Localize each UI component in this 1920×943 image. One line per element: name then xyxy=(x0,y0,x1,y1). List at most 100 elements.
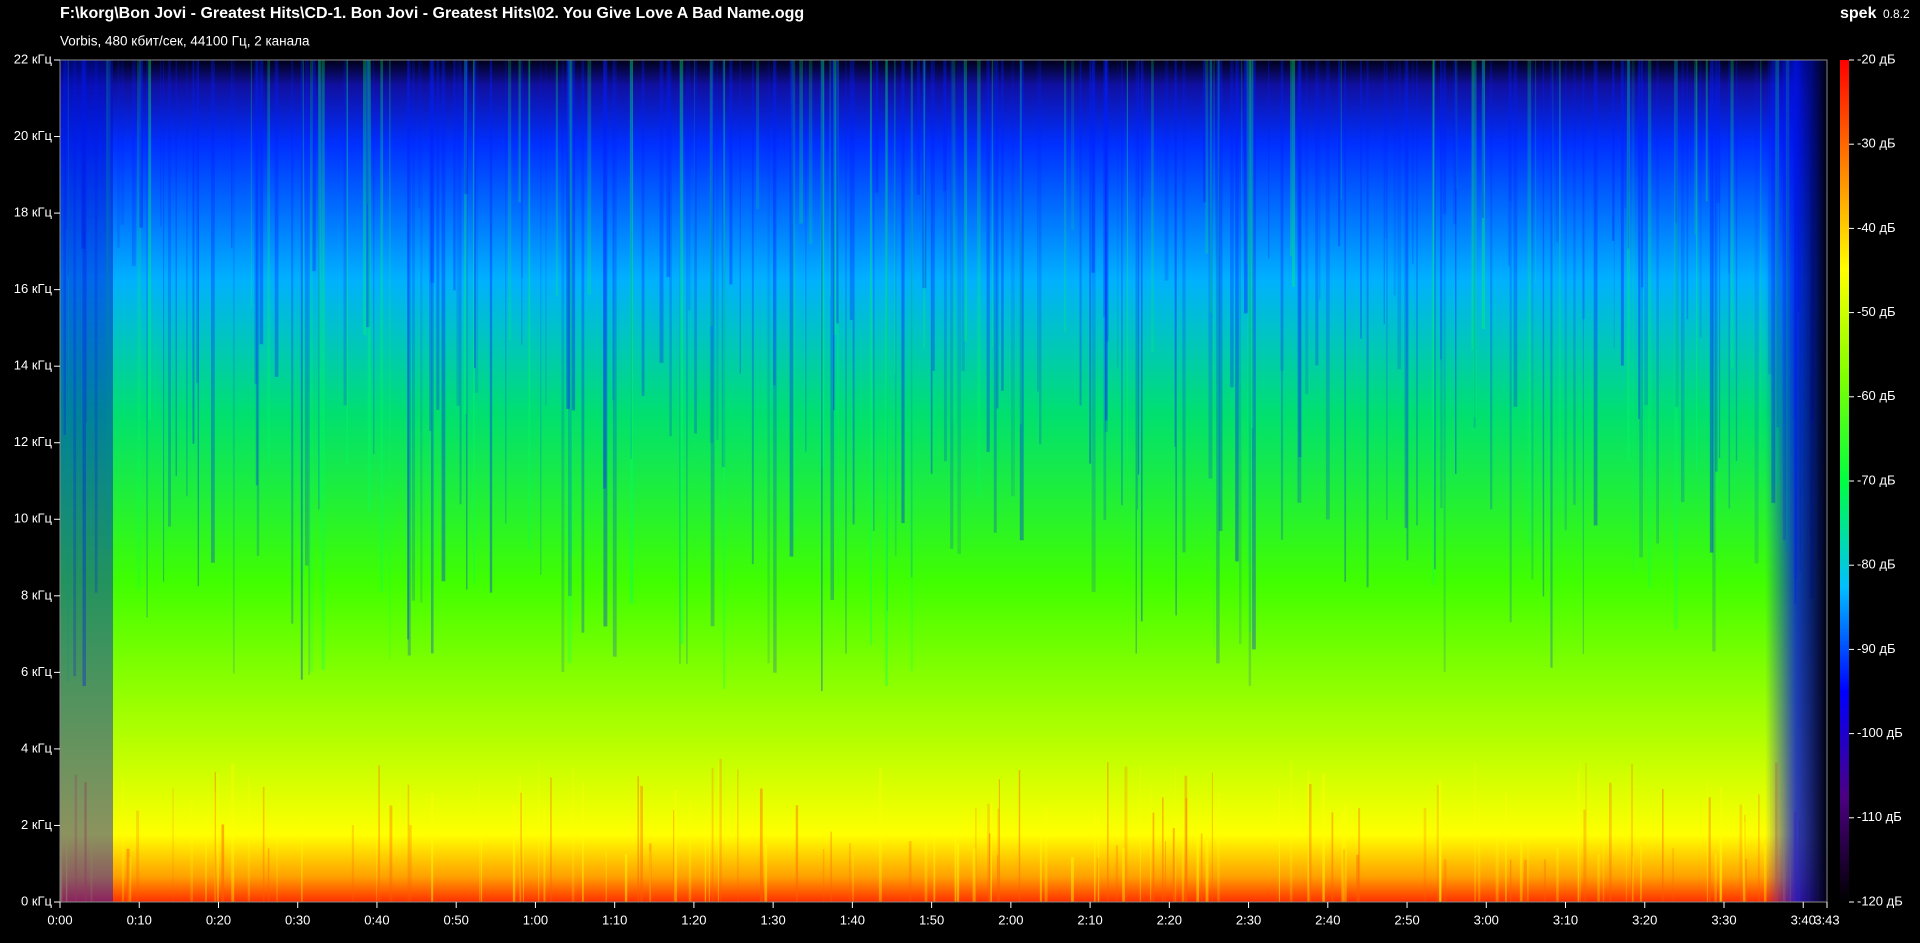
spectrogram-stripe xyxy=(1121,60,1123,506)
spectrogram-stripe xyxy=(830,831,832,902)
spectrogram-stripe xyxy=(473,60,475,585)
spectrogram-stripe xyxy=(1680,60,1685,503)
spectrogram-stripe xyxy=(1714,60,1718,472)
spectrogram-stripe xyxy=(1162,797,1164,902)
colorbar-label: -50 дБ xyxy=(1857,304,1896,319)
spectrogram-stripe xyxy=(885,60,888,686)
spectrogram-stripe xyxy=(997,808,1000,902)
spectrogram-stripe xyxy=(301,816,303,902)
spectrogram-stripe xyxy=(1137,60,1139,510)
spectrogram xyxy=(59,59,1828,903)
spectrogram-stripe xyxy=(901,60,905,524)
spectrogram-stripe xyxy=(852,853,854,902)
spectrogram-stripe xyxy=(1439,60,1442,360)
spectrogram-stripe xyxy=(1719,787,1723,902)
spectrogram-stripe xyxy=(759,788,763,902)
spectrogram-stripe xyxy=(128,856,132,902)
spectrogram-stripe xyxy=(73,60,77,677)
spectrogram-stripe xyxy=(1708,797,1711,902)
spectrogram-stripe xyxy=(1243,60,1248,314)
spectrogram-stripe xyxy=(1039,835,1042,902)
spectrogram-stripe xyxy=(791,60,796,538)
spectrogram-stripe xyxy=(1280,60,1284,540)
y-tick-label: 4 кГц xyxy=(21,740,53,755)
spectrogram-stripe xyxy=(822,849,825,902)
spectrogram-stripe xyxy=(1716,60,1721,203)
spectrogram-stripe xyxy=(508,60,512,341)
spectrogram-stripe xyxy=(1104,60,1108,421)
spectrogram-stripe xyxy=(808,60,813,245)
spectrogram-stripe xyxy=(1174,766,1177,902)
spectrogram-stripe xyxy=(474,60,479,393)
y-tick-label: 2 кГц xyxy=(21,817,53,832)
spectrogram-stripe xyxy=(571,767,575,902)
spectrogram-stripe xyxy=(561,60,565,673)
spectrogram-stripe xyxy=(430,60,435,283)
spectrogram-stripe xyxy=(640,785,643,902)
spectrogram-stripe xyxy=(1248,60,1252,686)
spectrogram-stripe xyxy=(366,60,368,205)
x-tick-label: 2:10 xyxy=(1077,912,1102,927)
spectrogram-stripe xyxy=(367,60,371,512)
spectrogram-stripe xyxy=(1583,809,1586,902)
y-tick-label: 8 кГц xyxy=(21,587,53,602)
x-tick-label: 1:30 xyxy=(760,912,785,927)
x-tick-label: 1:40 xyxy=(840,912,865,927)
spectrogram-stripe xyxy=(106,60,111,549)
spectrogram-stripe xyxy=(505,60,507,524)
spectrogram-stripe xyxy=(1338,60,1341,247)
spectrogram-stripe xyxy=(1712,60,1716,652)
spectrogram-stripe xyxy=(963,60,967,342)
spectrogram-stripe xyxy=(466,60,468,590)
spectrogram-stripe xyxy=(1709,60,1714,553)
spectrogram-stripe xyxy=(1039,60,1042,445)
spectrogram-stripe xyxy=(300,60,303,680)
spectrogram-stripe xyxy=(518,60,521,203)
spectrogram-stripe xyxy=(1097,857,1100,902)
spectrogram-stripe xyxy=(566,60,570,409)
spectrogram-stripe xyxy=(954,819,957,902)
spectrogram-stripe xyxy=(922,60,927,289)
spectrogram-stripe xyxy=(312,60,316,272)
spectrogram-stripe xyxy=(988,833,991,902)
spectrogram-stripe xyxy=(1513,60,1518,407)
spectrogram-stripe xyxy=(1267,60,1270,259)
spectrogram-stripe xyxy=(1360,60,1362,339)
spectrogram-stripe xyxy=(117,60,120,248)
spectrogram-stripe xyxy=(972,848,976,902)
spectrogram-stripe xyxy=(254,60,258,384)
spectrogram-stripe xyxy=(1473,60,1477,418)
spectrogram-stripe xyxy=(121,780,125,902)
spectrogram-stripe xyxy=(923,60,926,349)
spectrogram-stripe xyxy=(1018,770,1021,902)
spectrogram-stripe xyxy=(693,60,697,434)
spectrogram-stripe xyxy=(436,60,440,410)
spectrogram-stripe xyxy=(168,60,171,527)
x-tick-label: 0:40 xyxy=(364,912,389,927)
spectrogram-stripe xyxy=(136,810,140,902)
x-tick-label: 1:10 xyxy=(602,912,627,927)
spectrogram-stripe xyxy=(1331,812,1334,902)
spectrogram-stripe xyxy=(1319,60,1321,300)
spectrogram-stripe xyxy=(1582,60,1586,320)
spectrogram-stripe xyxy=(1436,784,1439,902)
colorbar-label: -60 дБ xyxy=(1857,388,1896,403)
spectrogram-stripe xyxy=(942,60,947,192)
y-tick-label: 0 кГц xyxy=(21,893,53,908)
spectrogram-stripe xyxy=(1230,60,1234,388)
spectrogram-stripe xyxy=(990,802,992,902)
spectrogram-stripe xyxy=(756,60,760,210)
spectrogram-stripe xyxy=(1089,60,1092,464)
spectrogram-stripe xyxy=(886,60,888,612)
spectrogram-stripe xyxy=(875,60,879,193)
spectrogram-stripe xyxy=(160,60,162,227)
spectrogram-stripe xyxy=(1307,770,1310,902)
y-tick-label: 18 кГц xyxy=(14,205,53,220)
spectrogram-stripe xyxy=(1094,810,1096,902)
spectrogram-stripe xyxy=(1579,760,1581,902)
spectrogram-stripe xyxy=(1406,60,1409,561)
spectrogram-stripe xyxy=(1531,60,1534,580)
spectrogram-stripe xyxy=(186,60,188,497)
spectrogram-stripe xyxy=(1217,791,1220,902)
spectrogram-stripe xyxy=(479,780,481,902)
